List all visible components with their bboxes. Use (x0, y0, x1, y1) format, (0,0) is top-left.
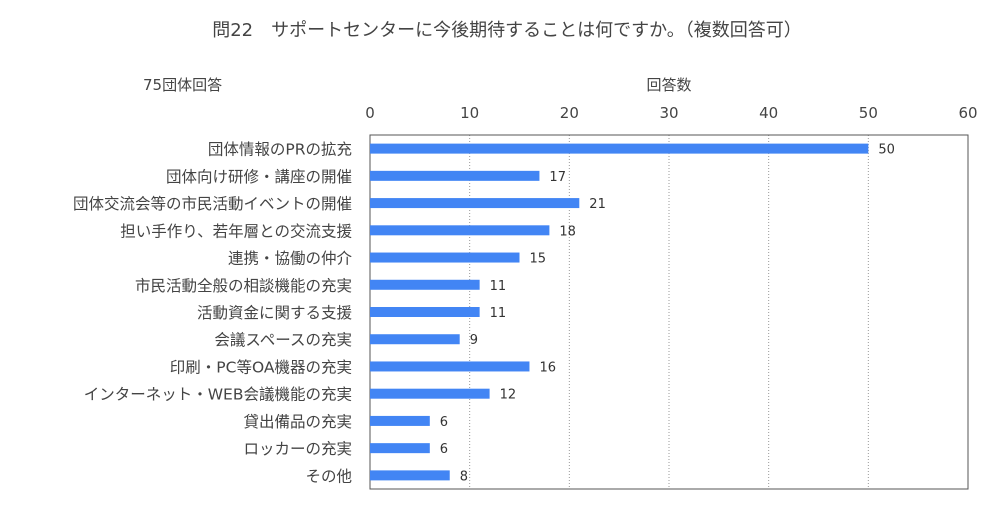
category-label: 市民活動全般の相談機能の充実 (135, 277, 352, 295)
bar (370, 334, 460, 345)
bar (370, 198, 580, 209)
category-label: その他 (305, 467, 352, 485)
category-label: 団体向け研修・講座の開催 (166, 168, 352, 186)
category-label: ロッカーの充実 (243, 440, 352, 458)
data-label: 21 (589, 197, 606, 212)
data-label: 12 (500, 388, 517, 403)
data-label: 11 (490, 306, 507, 321)
bar (370, 225, 550, 236)
bar (370, 443, 430, 454)
category-label: インターネット・WEB会議機能の充実 (84, 386, 352, 404)
bar (370, 361, 530, 372)
bar (370, 252, 520, 263)
category-label: 活動資金に関する支援 (197, 304, 353, 322)
data-label: 17 (549, 170, 566, 185)
bar (370, 415, 430, 426)
data-label: 18 (559, 224, 576, 239)
chart-subtitle: 75団体回答 (143, 76, 222, 94)
x-tick-label: 20 (560, 104, 579, 122)
x-tick-label: 60 (958, 104, 977, 122)
data-label: 9 (470, 333, 478, 348)
x-axis-label: 回答数 (646, 76, 691, 94)
bar (370, 143, 869, 154)
data-label: 8 (460, 469, 468, 484)
category-label: 連携・協働の仲介 (228, 250, 353, 268)
category-label: 貸出備品の充実 (243, 413, 352, 431)
data-label: 11 (490, 279, 507, 294)
x-tick-label: 30 (659, 104, 678, 122)
bar (370, 307, 480, 317)
bar (370, 470, 450, 481)
category-label: 担い手作り、若年層との交流支援 (120, 222, 352, 240)
chart-title: 問22 サポートセンターに今後期待することは何ですか。（複数回答可） (212, 20, 802, 41)
category-label: 団体情報のPRの拡充 (208, 141, 352, 159)
category-label: 会議スペースの充実 (214, 331, 352, 349)
data-label: 15 (530, 252, 547, 267)
bar (370, 388, 490, 399)
x-tick-label: 40 (759, 104, 778, 122)
bar (370, 279, 480, 290)
bar (370, 170, 540, 181)
category-label: 印刷・PC等OA機器の充実 (170, 358, 352, 376)
x-tick-label: 0 (365, 104, 375, 122)
data-label: 50 (878, 143, 895, 158)
x-tick-label: 10 (460, 104, 479, 122)
category-label: 団体交流会等の市民活動イベントの開催 (73, 195, 352, 213)
x-tick-label: 50 (859, 104, 878, 122)
data-label: 6 (440, 415, 448, 430)
data-label: 16 (539, 360, 556, 375)
data-label: 6 (440, 442, 448, 457)
